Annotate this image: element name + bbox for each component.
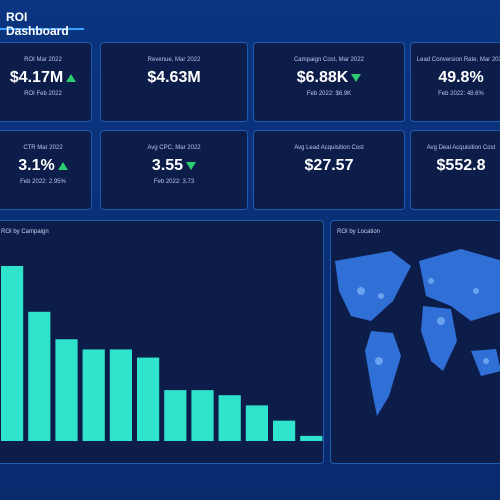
kpi-label: Lead Conversion Rate, Mar 2022 — [416, 57, 500, 63]
kpi-label: Avg CPC, Mar 2022 — [147, 145, 201, 151]
kpi-value: $27.57 — [254, 157, 404, 175]
kpi-sub: Feb 2022: 3.73 — [153, 179, 195, 185]
kpi-label: Avg Lead Acquisition Cost — [294, 145, 364, 151]
bar — [300, 435, 323, 441]
map-panel: ROI by Location — [330, 220, 500, 464]
kpi-number: $552.8 — [436, 157, 486, 174]
kpi-sub: ROI Feb 2022 — [24, 91, 62, 97]
kpi-card: CTR Mar 2022 3.1% Feb 2022: 2.95% — [0, 130, 92, 210]
bar — [191, 390, 214, 441]
kpi-card: Avg Lead Acquisition Cost $27.57 — [253, 130, 405, 210]
kpi-sub: Feb 2022: 48.6% — [438, 91, 484, 97]
header: ROI Dashboard — [0, 6, 84, 38]
kpi-number: $4.63M — [147, 69, 201, 86]
kpi-value: $6.88K — [254, 69, 404, 87]
kpi-sub: Feb 2022: 2.95% — [20, 179, 66, 185]
kpi-label: Campaign Cost, Mar 2022 — [293, 57, 365, 63]
kpi-card: ROI Mar 2022 $4.17M ROI Feb 2022 — [0, 42, 92, 122]
kpi-label: ROI Mar 2022 — [24, 57, 62, 63]
kpi-card: Avg CPC, Mar 2022 3.55 Feb 2022: 3.73 — [100, 130, 248, 210]
kpi-value: $4.63M — [101, 69, 247, 87]
kpi-value: $552.8 — [411, 157, 500, 175]
bar — [109, 349, 132, 441]
kpi-card: Avg Deal Acquisition Cost $552.8 — [410, 130, 500, 210]
panel-title: ROI by Campaign — [1, 229, 49, 235]
kpi-label: Avg Deal Acquisition Cost — [426, 145, 496, 151]
kpi-value: 49.8% — [411, 69, 500, 87]
kpi-number: 3.55 — [151, 157, 184, 174]
kpi-card: Campaign Cost, Mar 2022 $6.88K Feb 2022: $… — [253, 42, 405, 122]
bar — [245, 405, 268, 441]
kpi-number: $27.57 — [304, 157, 354, 174]
bar — [218, 395, 241, 441]
trend-arrow — [66, 73, 77, 82]
kpi-value: $4.17M — [0, 69, 91, 87]
kpi-label: CTR Mar 2022 — [23, 145, 63, 151]
bar-panel: ROI by Campaign — [0, 220, 324, 464]
kpi-sub: Feb 2022: $6.9K — [306, 91, 352, 97]
bar-chart — [1, 266, 323, 441]
kpi-value: 3.1% — [0, 157, 91, 175]
kpi-number: $4.17M — [9, 69, 64, 86]
kpi-label: Revenue, Mar 2022 — [147, 57, 201, 63]
kpi-card: Lead Conversion Rate, Mar 2022 49.8% Feb 2… — [410, 42, 500, 122]
kpi-number: 49.8% — [438, 69, 484, 86]
panel-title: ROI by Location — [337, 229, 381, 235]
kpi-value: 3.55 — [101, 157, 247, 175]
location-dots — [357, 278, 489, 365]
bar — [273, 420, 296, 441]
continents — [335, 249, 500, 416]
kpi-card: Revenue, Mar 2022 $4.63M — [100, 42, 248, 122]
bar — [55, 339, 78, 441]
kpi-number: 3.1% — [18, 157, 55, 174]
trend-arrow — [57, 161, 68, 170]
kpi-number: $6.88K — [296, 69, 349, 86]
bar — [82, 349, 105, 441]
bar — [164, 390, 187, 441]
bar — [137, 357, 160, 441]
bar — [28, 311, 51, 441]
title: ROI Dashboard — [6, 10, 69, 38]
trend-arrow — [186, 161, 197, 170]
world-map — [335, 249, 500, 416]
bar — [1, 266, 24, 441]
trend-arrow — [351, 73, 362, 82]
